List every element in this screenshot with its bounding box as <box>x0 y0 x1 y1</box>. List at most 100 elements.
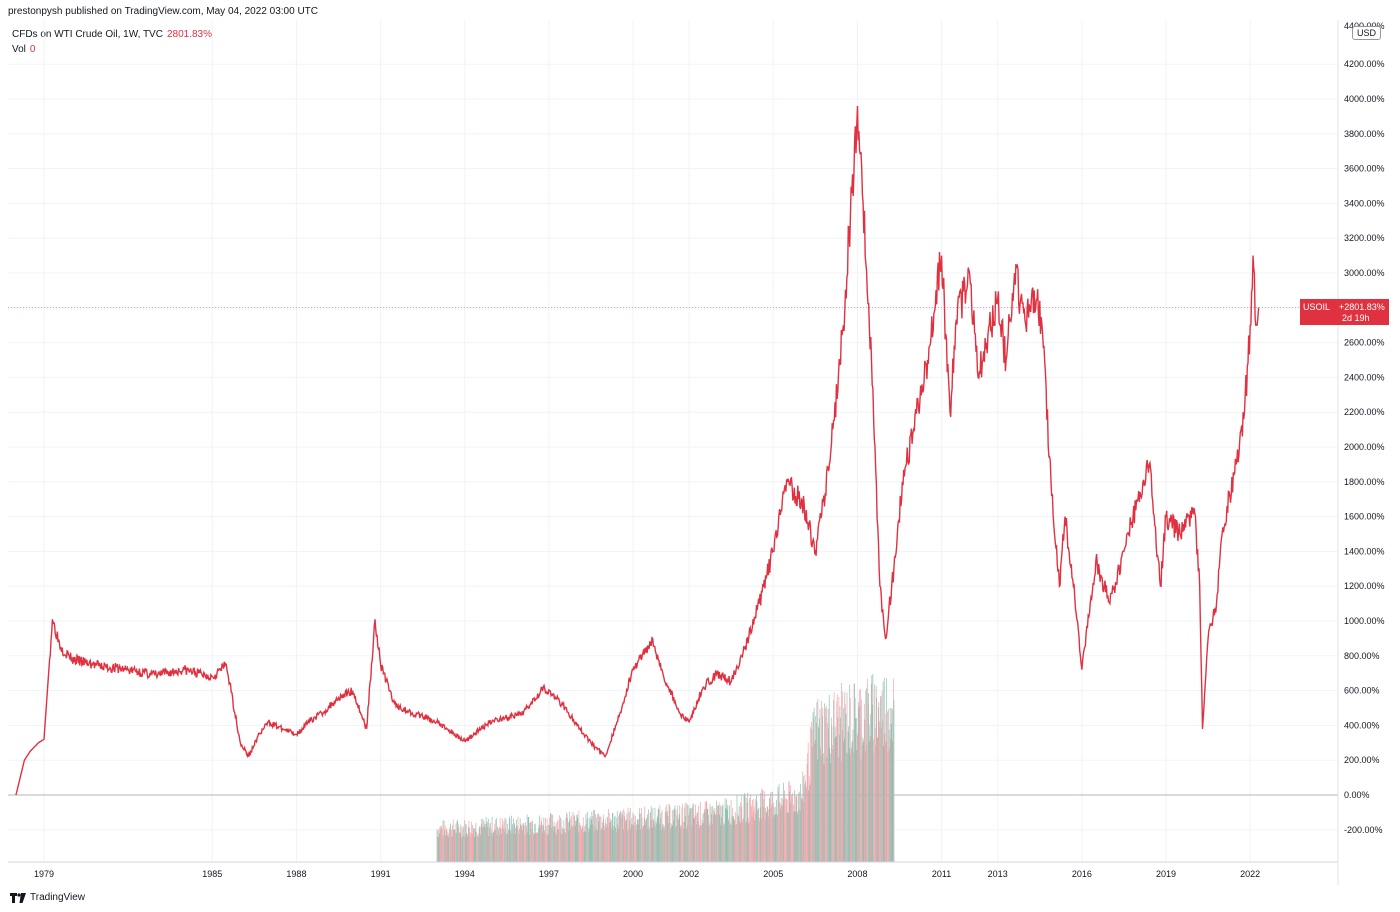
volume-bar <box>883 745 885 862</box>
volume-bar <box>575 820 577 862</box>
volume-bar <box>812 746 813 862</box>
volume-legend-row[interactable]: Vol 0 <box>12 42 212 57</box>
volume-bar <box>453 829 455 862</box>
volume-bar <box>575 820 577 862</box>
time-axis[interactable]: 1979 1985 1988 1991 1994 1997 2000 2002 2005 2008… <box>34 869 1260 879</box>
volume-bar <box>788 781 790 862</box>
volume-bar <box>636 820 638 862</box>
volume-bar <box>792 793 793 862</box>
volume-bar <box>691 825 693 862</box>
volume-bar <box>765 808 766 862</box>
volume-bar <box>576 814 578 862</box>
volume-bar <box>564 828 565 862</box>
volume-bar <box>482 819 484 862</box>
volume-bar <box>552 815 553 862</box>
volume-bar <box>784 796 786 862</box>
volume-bar <box>463 835 465 862</box>
volume-bar <box>607 816 608 862</box>
volume-bar <box>470 836 471 862</box>
volume-bar <box>445 835 447 862</box>
volume-bar <box>518 830 519 862</box>
volume-bar <box>776 799 777 862</box>
volume-bar <box>735 824 737 862</box>
volume-bar <box>579 824 581 862</box>
volume-bar <box>883 677 885 862</box>
volume-bar <box>589 828 591 862</box>
volume-bar <box>585 813 587 862</box>
volume-bar <box>882 681 884 862</box>
volume-bar <box>713 814 715 862</box>
volume-bar <box>439 833 441 862</box>
volume-bar <box>440 829 442 862</box>
volume-bar <box>665 812 667 862</box>
volume-bar <box>834 726 836 862</box>
volume-bar <box>568 822 570 862</box>
volume-bar <box>715 814 717 862</box>
volume-bar <box>732 817 734 862</box>
volume-bar <box>779 803 781 862</box>
volume-bar <box>714 808 716 862</box>
volume-bar <box>501 833 503 862</box>
volume-bar <box>556 820 558 862</box>
volume-bar <box>462 836 463 862</box>
volume-bar <box>662 824 664 862</box>
volume-bar <box>576 814 578 862</box>
volume-bar <box>781 805 783 862</box>
price-axis[interactable]: -200.00% 0.00% 200.00% 400.00% 600.00% 800.00… <box>1344 59 1385 835</box>
volume-bar <box>765 811 767 862</box>
volume-bar <box>694 818 695 862</box>
volume-bar <box>774 816 776 862</box>
volume-bar <box>471 834 473 862</box>
volume-bar <box>438 827 440 862</box>
volume-bar <box>616 811 618 862</box>
volume-bar <box>598 821 600 862</box>
volume-bar <box>740 822 742 862</box>
volume-bar <box>884 733 886 862</box>
volume-bar <box>599 815 601 862</box>
volume-bar <box>747 823 749 862</box>
volume-bar <box>658 824 660 862</box>
volume-bar <box>553 830 554 862</box>
volume-bar <box>861 699 862 862</box>
volume-bar <box>620 812 622 862</box>
volume-bar <box>605 823 606 862</box>
volume-bar <box>561 833 563 862</box>
volume-bar <box>595 814 596 862</box>
volume-bar <box>794 796 796 862</box>
volume-bar <box>834 737 835 862</box>
x-tick-label: 2013 <box>988 869 1008 879</box>
volume-bar <box>437 830 439 862</box>
volume-bar <box>788 782 790 862</box>
volume-bar <box>449 829 450 862</box>
volume-bar <box>454 829 456 862</box>
volume-bar <box>839 706 841 862</box>
volume-bar <box>547 824 549 862</box>
volume-bar <box>780 808 782 862</box>
volume-bar <box>675 809 677 862</box>
volume-bar <box>647 828 649 862</box>
volume-bar <box>712 806 714 862</box>
volume-bar <box>724 798 726 862</box>
last-price-countdown: 2d 19h <box>1342 313 1370 323</box>
volume-bar <box>590 824 592 862</box>
volume-bar <box>649 827 650 862</box>
volume-bar <box>781 806 783 862</box>
x-tick-label: 2005 <box>763 869 783 879</box>
volume-bar <box>829 753 831 862</box>
volume-bar <box>628 828 629 862</box>
volume-bar <box>668 823 669 862</box>
volume-bar <box>795 794 797 862</box>
volume-bar <box>786 799 788 862</box>
volume-bar <box>805 785 807 862</box>
series-legend-row[interactable]: CFDs on WTI Crude Oil, 1W, TVC 2801.83% <box>12 27 212 42</box>
currency-selector[interactable]: USD <box>1352 26 1382 40</box>
volume-bar <box>478 836 479 862</box>
volume-bar <box>833 699 834 862</box>
volume-bar <box>669 807 671 862</box>
volume-bar <box>581 827 583 862</box>
volume-bar <box>801 798 803 862</box>
volume-bar <box>870 683 872 862</box>
volume-bar <box>451 829 452 862</box>
volume-bar <box>888 729 890 862</box>
